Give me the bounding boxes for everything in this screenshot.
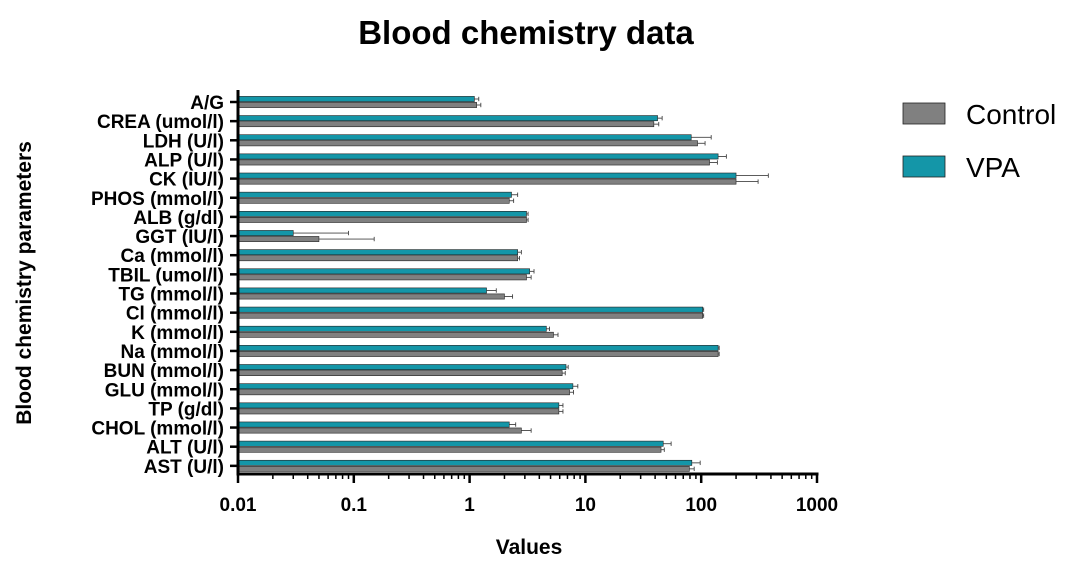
bar-vpa bbox=[237, 153, 719, 160]
x-axis-label: Values bbox=[496, 536, 563, 557]
y-tick-label: ALP (U/l) bbox=[144, 150, 224, 171]
bar-vpa bbox=[237, 287, 487, 294]
bar-vpa bbox=[237, 383, 574, 390]
y-tick-label: ALB (g/dl) bbox=[133, 208, 224, 229]
bar-vpa bbox=[237, 115, 658, 122]
y-tick-label: GGT (IU/l) bbox=[135, 227, 224, 248]
y-tick-label: LDH (U/l) bbox=[143, 131, 224, 152]
bar-control bbox=[237, 293, 505, 300]
y-axis-label: Blood chemistry parameters bbox=[13, 141, 36, 425]
bar-control bbox=[237, 140, 698, 147]
bar-vpa bbox=[237, 191, 512, 198]
bar-vpa bbox=[237, 96, 475, 102]
bar-vpa bbox=[237, 211, 527, 217]
bar-vpa bbox=[237, 421, 510, 428]
y-tick-label: A/G bbox=[190, 93, 224, 114]
bar-control bbox=[237, 217, 527, 223]
y-tick-label: K (mmol/l) bbox=[131, 323, 224, 344]
bar-control bbox=[237, 370, 563, 376]
legend-label-vpa: VPA bbox=[966, 152, 1020, 183]
chart-title: Blood chemistry data bbox=[358, 14, 694, 51]
bar-control bbox=[237, 312, 703, 319]
bar-control bbox=[237, 427, 522, 434]
y-tick-label: AST (U/l) bbox=[144, 457, 224, 478]
bar-vpa bbox=[237, 325, 547, 332]
bar-control bbox=[237, 178, 737, 185]
bar-vpa bbox=[237, 172, 737, 179]
bar-vpa bbox=[237, 134, 692, 141]
bar-vpa bbox=[237, 268, 530, 275]
bar-control bbox=[237, 465, 690, 472]
bar-control bbox=[237, 331, 554, 338]
x-tick-label: 0.01 bbox=[220, 495, 257, 516]
bar-control bbox=[237, 102, 477, 108]
y-tick-label: TG (mmol/l) bbox=[118, 285, 224, 306]
y-tick-label: Na (mmol/l) bbox=[121, 342, 224, 363]
legend: Control VPA bbox=[902, 99, 1056, 183]
y-tick-label: GLU (mmol/l) bbox=[105, 380, 224, 401]
bar-vpa bbox=[237, 230, 294, 236]
bar-control bbox=[237, 197, 510, 204]
y-tick-label: CHOL (mmol/l) bbox=[91, 419, 224, 440]
bar-control bbox=[237, 446, 662, 453]
y-tick-label: TBIL (umol/l) bbox=[108, 265, 224, 286]
bar-vpa bbox=[237, 306, 703, 313]
legend-swatch-control bbox=[902, 102, 946, 125]
bar-vpa bbox=[237, 402, 560, 409]
y-tick-label: Cl (mmol/l) bbox=[126, 304, 224, 325]
y-tick-label: BUN (mmol/l) bbox=[104, 361, 224, 382]
bar-control bbox=[237, 255, 518, 262]
x-tick-label: 100 bbox=[685, 495, 717, 516]
y-tick-label: ALT (U/l) bbox=[146, 438, 224, 459]
bar-control bbox=[237, 351, 719, 357]
bar-control bbox=[237, 408, 560, 415]
y-tick-label: Ca (mmol/l) bbox=[121, 246, 224, 267]
bar-vpa bbox=[237, 345, 719, 351]
bar-control bbox=[237, 274, 527, 281]
y-tick-label: PHOS (mmol/l) bbox=[91, 189, 224, 210]
bar-control bbox=[237, 389, 570, 396]
y-tick-label: CK (IU/l) bbox=[149, 170, 224, 191]
y-tick-label: CREA (umol/l) bbox=[97, 112, 224, 133]
x-tick-label: 1 bbox=[464, 495, 475, 516]
x-tick-label: 1000 bbox=[796, 495, 838, 516]
bar-vpa bbox=[237, 440, 664, 447]
legend-label-control: Control bbox=[966, 99, 1056, 130]
y-tick-label: TP (g/dl) bbox=[148, 399, 224, 420]
legend-swatch-vpa bbox=[902, 155, 946, 178]
bar-vpa bbox=[237, 364, 567, 370]
bar-vpa bbox=[237, 249, 518, 256]
x-tick-label: 0.1 bbox=[341, 495, 368, 516]
bar-control bbox=[237, 159, 710, 166]
x-tick-label: 10 bbox=[575, 495, 596, 516]
bar-control bbox=[237, 121, 655, 128]
bar-vpa bbox=[237, 459, 693, 466]
bar-control bbox=[237, 236, 320, 242]
